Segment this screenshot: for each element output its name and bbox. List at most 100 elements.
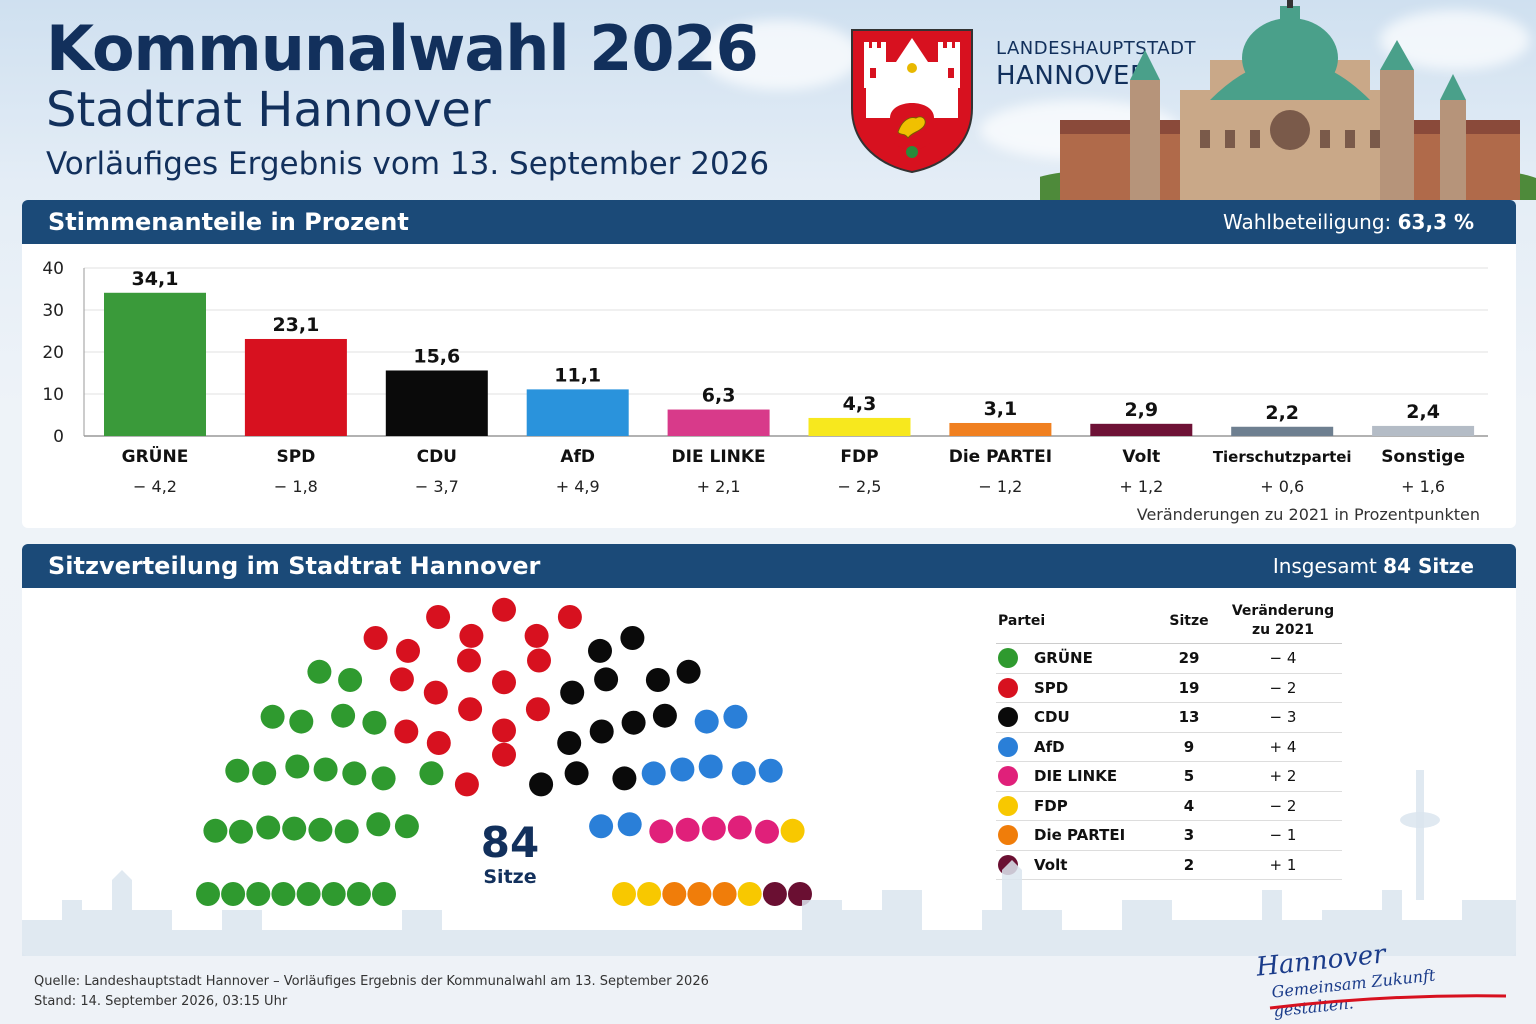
party-color-dot (998, 707, 1018, 728)
seat-cdu (645, 668, 670, 692)
party-seats: 2 (1183, 855, 1195, 874)
category-label: SPD (276, 447, 315, 467)
seat-grüne (296, 882, 321, 906)
seat-table-row: SPD 19 − 2 (996, 674, 1342, 703)
seat-grüne (271, 882, 296, 906)
party-seat-change: + 1 (1269, 855, 1297, 874)
seat-grüne (371, 766, 396, 791)
party-name: Die PARTEI (1034, 826, 1126, 845)
y-tick-label: 20 (42, 343, 64, 363)
seat-spd (527, 648, 551, 673)
seat-die-linke (701, 816, 726, 841)
seat-grüne (321, 882, 346, 906)
y-tick-label: 10 (42, 385, 64, 405)
bar-afd (526, 389, 629, 436)
seat-grüne (308, 817, 333, 842)
parliament-seat-chart (196, 597, 812, 906)
seat-cdu (594, 667, 619, 692)
seat-spd (426, 605, 451, 629)
seat-table-body: GRÜNE 29 − 4 SPD 19 − 2 CDU 13 − 3 AfD 9 + 4 DIE LIN… (996, 644, 1342, 880)
seats-total: Insgesamt 84 Sitze (1273, 554, 1474, 578)
y-tick-label: 30 (42, 301, 64, 321)
seat-die-linke (675, 817, 700, 842)
value-label: 34,1 (132, 268, 179, 290)
header-change-line2: zu 2021 (1252, 621, 1314, 638)
value-label: 15,6 (413, 345, 460, 367)
seat-grüne (419, 761, 444, 786)
party-name: GRÜNE (1034, 649, 1093, 668)
seat-cdu (620, 626, 645, 650)
seat-table-row: AfD 9 + 4 (996, 733, 1342, 762)
seat-spd (396, 638, 420, 663)
party-seat-change: − 1 (1269, 826, 1297, 845)
party-color-dot (998, 677, 1018, 698)
party-color-dot (998, 766, 1018, 787)
seat-afd (731, 761, 756, 786)
bar-spd (244, 338, 347, 436)
header-party: Partei (998, 612, 1046, 629)
town-hall-illustration (1040, 0, 1536, 200)
party-cell: Volt (996, 854, 1154, 875)
party-seats: 13 (1178, 708, 1200, 727)
seat-grüne (289, 709, 314, 734)
change-label: − 2,5 (838, 477, 882, 496)
seat-fdp (637, 882, 662, 906)
value-label: 23,1 (272, 314, 319, 336)
seat-spd (389, 667, 414, 692)
seat-afd (758, 758, 783, 783)
bar-tierschutzpartei (1231, 426, 1334, 436)
party-seat-change: − 2 (1269, 796, 1297, 815)
seat-grüne (285, 754, 310, 779)
seat-cdu (557, 731, 582, 755)
seat-grüne (260, 704, 285, 729)
seat-cdu (564, 761, 589, 786)
change-note: Veränderungen zu 2021 in Prozentpunkten (1136, 505, 1480, 524)
party-seats: 3 (1183, 826, 1195, 845)
change-label: + 1,2 (1119, 477, 1163, 496)
seat-afd (723, 704, 748, 729)
seat-spd (457, 648, 481, 673)
party-seat-change: + 4 (1269, 737, 1297, 756)
seat-spd (557, 605, 582, 629)
cloud-decoration (700, 20, 860, 90)
seat-spd (363, 626, 388, 650)
value-label: 2,9 (1124, 399, 1158, 421)
brand-swoosh-icon (1269, 994, 1507, 1010)
change-label: + 1,6 (1401, 477, 1445, 496)
seat-grüne (338, 668, 363, 692)
footer: Quelle: Landeshauptstadt Hannover – Vorl… (34, 972, 709, 1012)
change-label: + 0,6 (1260, 477, 1304, 496)
seat-spd (394, 719, 419, 744)
bar-volt (1090, 423, 1193, 436)
category-label: Die PARTEI (949, 447, 1052, 467)
seat-table-row: GRÜNE 29 − 4 (996, 644, 1342, 674)
seat-spd (459, 623, 484, 648)
seat-die-partei (662, 882, 687, 906)
category-label: CDU (417, 447, 457, 467)
party-seats: 4 (1183, 796, 1195, 815)
seat-spd (492, 742, 516, 767)
change-label: + 4,9 (556, 477, 600, 496)
value-label: 6,3 (702, 385, 736, 407)
seat-grüne (246, 882, 271, 906)
seat-die-partei (687, 882, 712, 906)
source-note: Quelle: Landeshauptstadt Hannover – Vorl… (34, 974, 709, 989)
votes-panel-title: Stimmenanteile in Prozent (48, 208, 409, 236)
seat-afd (698, 754, 723, 779)
party-name: CDU (1034, 708, 1070, 727)
party-name: Volt (1034, 855, 1068, 874)
seat-spd (423, 680, 448, 705)
party-color-dot (998, 825, 1018, 846)
seat-count-number: 84 (480, 818, 540, 867)
seat-grüne (334, 819, 359, 844)
seat-grüne (221, 882, 246, 906)
vote-share-bar-chart: 0 10 20 30 40 34,1 GRÜNE − 4,2 23,1 SPD − 1,8 15,6 C… (42, 259, 1488, 496)
seat-spd (426, 731, 451, 755)
value-label: 4,3 (843, 393, 877, 415)
seat-die-linke (649, 819, 674, 844)
party-color-dot (998, 854, 1018, 875)
seat-spd (524, 623, 549, 648)
seat-spd (492, 718, 516, 743)
seat-grüne (394, 814, 419, 839)
party-cell: CDU (996, 707, 1154, 728)
